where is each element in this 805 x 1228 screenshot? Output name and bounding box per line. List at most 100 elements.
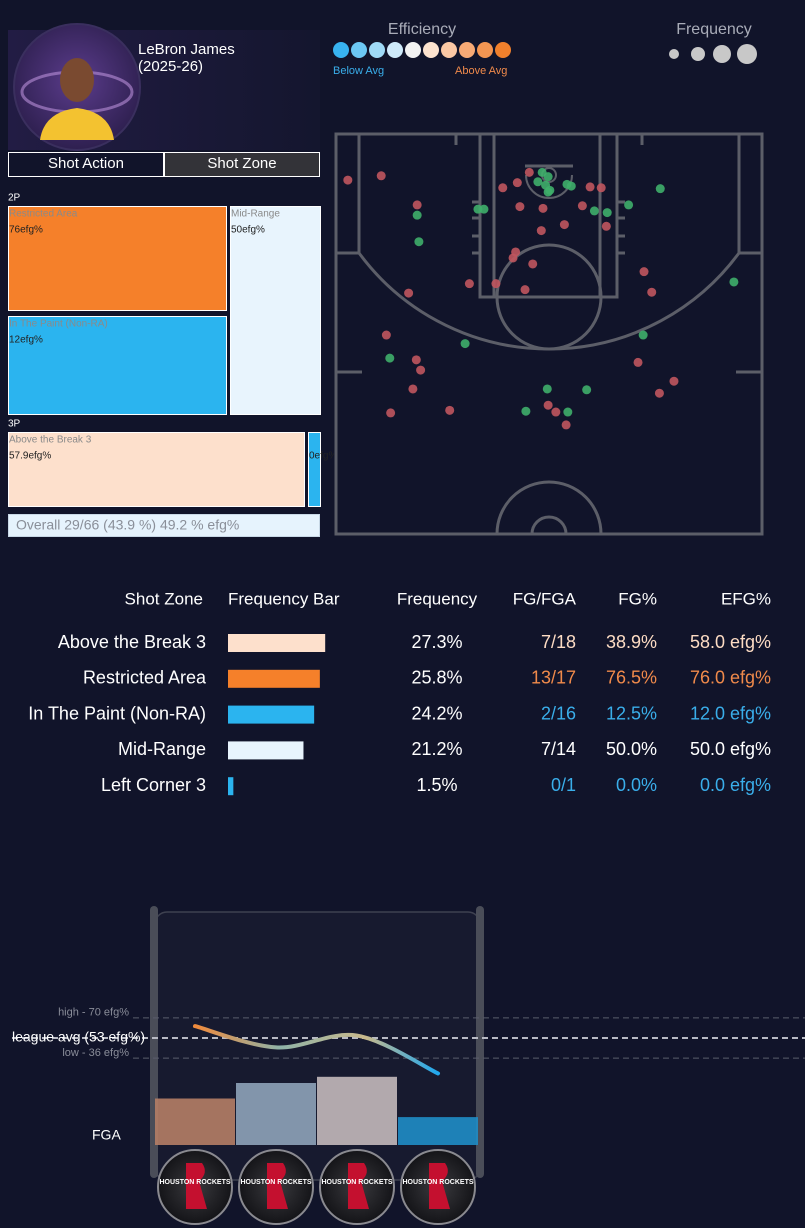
- missed-shot: [508, 253, 518, 263]
- made-shot: [543, 187, 553, 197]
- fg-pct: 50.0%: [606, 739, 657, 759]
- fga-label: FGA: [92, 1127, 121, 1143]
- missed-shot: [386, 408, 396, 418]
- tab-shot-action[interactable]: [8, 152, 164, 177]
- efg: 58.0 efg%: [690, 632, 771, 652]
- efg-reference-label: high - 70 efg%: [58, 1007, 129, 1019]
- missed-shot: [633, 357, 643, 367]
- made-shot: [460, 339, 470, 349]
- made-shot: [542, 384, 552, 394]
- treemap-cell: [8, 432, 305, 507]
- missed-shot: [654, 388, 664, 398]
- fg-pct: 12.5%: [606, 703, 657, 723]
- frequency-bar: [228, 777, 234, 796]
- made-shot: [566, 181, 576, 191]
- missed-shot: [601, 221, 611, 231]
- frequency-legend-dot: [691, 47, 705, 61]
- panel-post: [476, 906, 484, 1178]
- missed-shot: [520, 285, 530, 295]
- fg-fga: 7/14: [541, 739, 576, 759]
- fga-bar: [317, 1076, 397, 1145]
- efficiency-legend-dot: [405, 42, 421, 58]
- frequency-legend-dot: [737, 44, 757, 64]
- made-shot: [589, 206, 599, 216]
- frequency: 1.5%: [416, 775, 457, 795]
- opponent-logo-mark: [267, 1163, 288, 1209]
- frequency-legend-title: Frequency: [676, 21, 752, 38]
- made-shot: [473, 204, 483, 214]
- missed-shot: [647, 287, 657, 297]
- missed-shot: [536, 226, 546, 236]
- made-shot: [729, 277, 739, 287]
- made-shot: [533, 177, 543, 187]
- efficiency-legend-high: Above Avg: [455, 65, 507, 77]
- efficiency-legend-low: Below Avg: [333, 65, 384, 77]
- tab-label[interactable]: Shot Zone: [207, 155, 276, 172]
- frequency-bar: [228, 741, 304, 760]
- efg: 50.0 efg%: [690, 739, 771, 759]
- treemap-cell: [230, 206, 321, 415]
- efficiency-legend-dot: [441, 42, 457, 58]
- court: [334, 132, 764, 536]
- tab-shot-zone[interactable]: [164, 152, 320, 177]
- made-shot: [624, 200, 634, 210]
- efficiency-legend-title: Efficiency: [388, 21, 456, 38]
- frequency-legend-dot: [713, 45, 731, 63]
- made-shot: [541, 180, 551, 190]
- frequency: 27.3%: [411, 632, 462, 652]
- missed-shot: [639, 267, 649, 277]
- efficiency-legend-dot: [387, 42, 403, 58]
- made-shot: [521, 406, 531, 416]
- efficiency-legend-dot: [423, 42, 439, 58]
- missed-shot: [577, 201, 587, 211]
- treemap-cell: [8, 316, 227, 415]
- avatar-jersey: [40, 108, 114, 140]
- missed-shot: [411, 355, 421, 365]
- made-shot: [602, 208, 612, 218]
- zone-name: Left Corner 3: [101, 775, 206, 795]
- missed-shot: [561, 420, 571, 430]
- table-header: Frequency Bar: [228, 589, 340, 608]
- fga-bar: [155, 1098, 235, 1145]
- missed-shot: [543, 400, 553, 410]
- treemap-cell-label: Restricted Area: [9, 209, 78, 220]
- opponent-logo-mark: [429, 1163, 450, 1209]
- made-shot: [543, 172, 553, 182]
- opponent-name: HOUSTON ROCKETS: [159, 1179, 230, 1186]
- fga-bar: [398, 1117, 478, 1145]
- efficiency-legend-dot: [495, 42, 511, 58]
- overall-box: [8, 514, 320, 537]
- opponent-logo-mark: [186, 1163, 207, 1209]
- missed-shot: [408, 384, 418, 394]
- efg-reference-label: league avg (53 efg%): [12, 1029, 145, 1045]
- missed-shot: [381, 330, 391, 340]
- zone-name: In The Paint (Non-RA): [28, 703, 206, 723]
- frequency: 21.2%: [411, 739, 462, 759]
- made-shot: [414, 237, 424, 247]
- table-header: FG%: [618, 589, 657, 608]
- avatar-face: [60, 58, 94, 102]
- treemap-cell-label: In The Paint (Non-RA): [9, 319, 108, 330]
- tab-label[interactable]: Shot Action: [48, 155, 124, 172]
- table-header: FG/FGA: [513, 589, 577, 608]
- fg-fga: 2/16: [541, 703, 576, 723]
- efg: 12.0 efg%: [690, 703, 771, 723]
- frequency-bar: [228, 634, 326, 652]
- opponent-name: HOUSTON ROCKETS: [240, 1179, 311, 1186]
- treemap-cell-value: 50efg%: [231, 225, 265, 236]
- table-header: Shot Zone: [125, 589, 203, 608]
- made-shot: [582, 385, 592, 395]
- treemap-cell-value: 76efg%: [9, 225, 43, 236]
- efficiency-legend-dot: [369, 42, 385, 58]
- treemap-cell: [8, 206, 227, 311]
- missed-shot: [491, 279, 501, 289]
- missed-shot: [412, 200, 422, 210]
- fg-fga: 13/17: [531, 668, 576, 688]
- missed-shot: [669, 376, 679, 386]
- efficiency-legend-dot: [333, 42, 349, 58]
- missed-shot: [528, 259, 538, 269]
- table-header: Frequency: [397, 589, 478, 608]
- missed-shot: [559, 220, 569, 230]
- fg-pct: 76.5%: [606, 668, 657, 688]
